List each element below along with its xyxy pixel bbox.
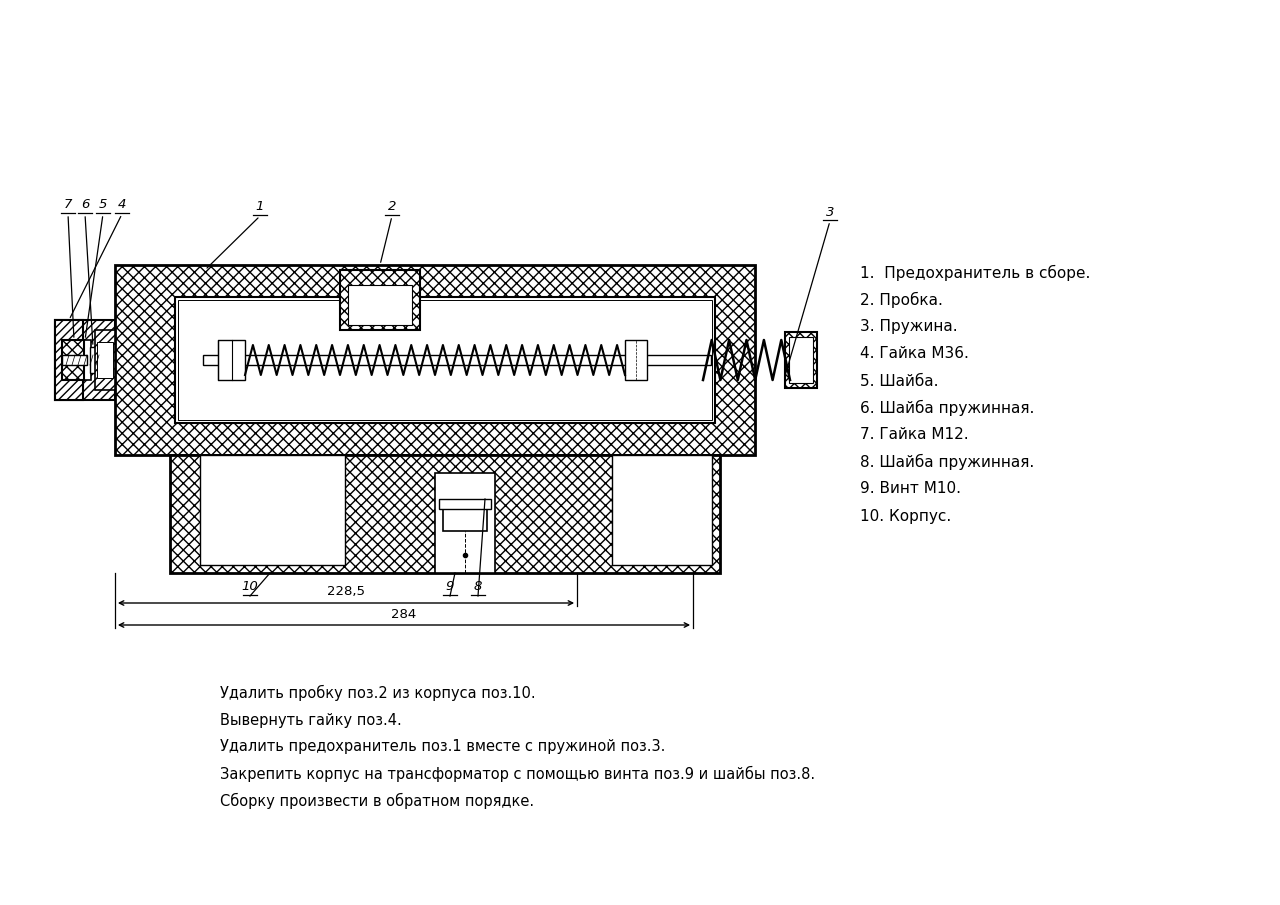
Text: 8: 8	[474, 580, 483, 594]
Bar	[81, 340, 91, 380]
Text: Закрепить корпус на трансформатор с помощью винта поз.9 и шайбы поз.8.: Закрепить корпус на трансформатор с помо…	[220, 766, 815, 782]
Bar	[175, 297, 716, 423]
Bar	[115, 265, 755, 455]
Text: 7: 7	[64, 198, 72, 212]
Text: 4: 4	[118, 198, 127, 212]
Text: 4. Гайка М36.: 4. Гайка М36.	[860, 347, 969, 361]
Text: Сборку произвести в обратном порядке.: Сборку произвести в обратном порядке.	[220, 793, 534, 809]
Text: 3. Пружина.: 3. Пружина.	[860, 319, 957, 335]
Bar	[200, 455, 346, 565]
Text: 7. Гайка М12.: 7. Гайка М12.	[860, 427, 969, 443]
Text: 5: 5	[99, 198, 108, 212]
Text: 228,5: 228,5	[326, 586, 365, 598]
Bar	[785, 332, 817, 388]
Bar	[90, 347, 99, 373]
Bar	[97, 342, 113, 378]
Text: 284: 284	[392, 607, 416, 621]
Text: 8. Шайба пружинная.: 8. Шайба пружинная.	[860, 454, 1034, 470]
Bar	[61, 340, 84, 380]
Text: 2: 2	[388, 201, 397, 214]
Text: 9: 9	[445, 580, 454, 594]
Text: 2. Пробка.: 2. Пробка.	[860, 292, 943, 308]
Bar	[435, 473, 495, 573]
Bar	[340, 270, 420, 330]
Text: Удалить пробку поз.2 из корпуса поз.10.: Удалить пробку поз.2 из корпуса поз.10.	[220, 685, 535, 701]
Bar	[439, 499, 492, 509]
Bar	[625, 340, 646, 380]
Text: Удалить предохранитель поз.1 вместе с пружиной поз.3.: Удалить предохранитель поз.1 вместе с пр…	[220, 739, 666, 755]
Text: 1.  Предохранитель в сборе.: 1. Предохранитель в сборе.	[860, 265, 1091, 281]
Text: 9. Винт М10.: 9. Винт М10.	[860, 481, 961, 497]
Bar	[178, 300, 712, 420]
Bar	[788, 337, 813, 383]
Text: 5. Шайба.: 5. Шайба.	[860, 374, 938, 388]
Bar	[204, 355, 710, 365]
Bar	[170, 455, 719, 573]
Bar	[55, 320, 115, 400]
Bar	[55, 320, 83, 400]
Text: 10. Корпус.: 10. Корпус.	[860, 509, 951, 523]
Bar	[95, 330, 115, 390]
Bar	[218, 340, 244, 380]
Bar	[612, 455, 712, 565]
Text: 3: 3	[826, 205, 835, 218]
Bar	[443, 509, 486, 531]
Text: 6. Шайба пружинная.: 6. Шайба пружинная.	[860, 400, 1034, 416]
Bar	[61, 355, 87, 365]
Text: 1: 1	[256, 201, 264, 214]
Text: 10: 10	[242, 580, 259, 594]
Bar	[348, 285, 412, 325]
Text: 6: 6	[81, 198, 90, 212]
Text: Вывернуть гайку поз.4.: Вывернуть гайку поз.4.	[220, 712, 402, 728]
